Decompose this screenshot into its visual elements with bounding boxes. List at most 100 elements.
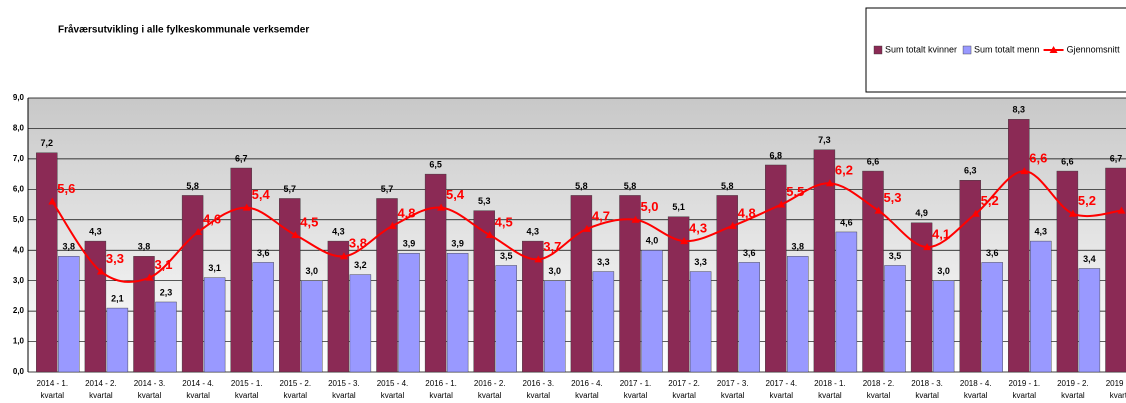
x-tick-line: kvartal — [89, 391, 113, 400]
y-tick-label: 0,0 — [13, 367, 25, 376]
x-tick-label: 2018 - 3. kvartal — [911, 379, 943, 400]
x-tick-label: 2014 - 3. kvartal — [134, 379, 166, 400]
bar-value-label: 5,7 — [284, 184, 297, 194]
y-tick-label: 4,0 — [13, 245, 25, 254]
legend-swatch — [873, 45, 883, 55]
line-marker — [825, 179, 834, 187]
x-tick-line: kvartal — [332, 391, 356, 400]
bar — [932, 280, 955, 373]
bar — [522, 240, 544, 373]
line-marker — [48, 197, 57, 205]
x-tick-line: 2018 - 2. — [863, 379, 895, 388]
bar-value-label: 3,5 — [889, 251, 902, 261]
x-tick-line: 2016 - 4. — [571, 379, 603, 388]
bar — [424, 173, 447, 373]
bar-value-label: 7,3 — [818, 135, 831, 145]
bar-value-label: 3,5 — [500, 251, 513, 261]
y-tick-label: 6,0 — [13, 184, 25, 193]
bar-value-label: 5,3 — [478, 196, 491, 206]
bar — [667, 216, 690, 373]
bar — [1030, 240, 1052, 373]
bar-value-label: 7,2 — [41, 138, 54, 148]
x-tick-line: 2019 - 2. — [1057, 379, 1089, 388]
x-tick-line: kvartal — [818, 391, 842, 400]
x-tick-line: kvartal — [1061, 391, 1085, 400]
x-tick-label: 2014 - 2. kvartal — [85, 379, 117, 400]
line-marker — [534, 255, 543, 263]
x-tick-line: 2014 - 1. — [37, 379, 69, 388]
legend-box — [865, 7, 1126, 93]
line-value-label: 4,3 — [689, 221, 707, 236]
bar — [301, 280, 323, 373]
x-tick-line: 2014 - 4. — [182, 379, 214, 388]
bar-value-label: 5,7 — [381, 184, 394, 194]
x-tick-line: 2015 - 1. — [231, 379, 263, 388]
x-tick-line: kvartal — [527, 391, 551, 400]
x-tick-line: kvartal — [429, 391, 453, 400]
bar — [981, 262, 1003, 373]
line-marker — [874, 206, 883, 214]
bar-value-label: 3,8 — [63, 242, 76, 252]
line-value-label: 3,1 — [154, 257, 172, 272]
line-marker — [194, 227, 203, 235]
line-value-label: 5,2 — [981, 193, 999, 208]
bar — [884, 265, 906, 373]
line-marker — [971, 209, 980, 217]
x-tick-line: 2017 - 1. — [620, 379, 652, 388]
bar-value-label: 6,7 — [1110, 153, 1123, 163]
bar-value-label: 5,8 — [624, 181, 637, 191]
bar — [641, 250, 663, 373]
legend-swatch — [962, 45, 972, 55]
bar-value-label: 3,9 — [451, 239, 464, 249]
bar-value-label: 6,8 — [770, 150, 783, 160]
bar — [787, 256, 809, 373]
bar-value-label: 6,5 — [429, 159, 442, 169]
bar-value-label: 3,6 — [743, 248, 756, 258]
bar-value-label: 5,1 — [672, 202, 685, 212]
line-value-label: 5,3 — [883, 190, 901, 205]
line-value-label: 5,0 — [640, 199, 658, 214]
bar-value-label: 3,0 — [549, 266, 562, 276]
x-tick-label: 2015 - 1. kvartal — [231, 379, 263, 400]
x-tick-line: 2017 - 2. — [668, 379, 700, 388]
bar-value-label: 5,8 — [721, 181, 734, 191]
bar — [279, 198, 301, 373]
bar-value-label: 2,3 — [160, 287, 173, 297]
chart-title: Fråværsutvikling i alle fylkeskommunale … — [58, 24, 309, 36]
bar-value-label: 3,8 — [138, 242, 151, 252]
bar — [181, 195, 204, 373]
line-value-label: 5,5 — [786, 184, 804, 199]
x-tick-line: 2018 - 3. — [911, 379, 943, 388]
x-tick-line: kvartal — [1110, 391, 1126, 400]
y-tick-label: 5,0 — [13, 215, 25, 224]
bar — [716, 195, 738, 373]
y-tick-label: 7,0 — [13, 154, 25, 163]
bar-value-label: 6,6 — [867, 156, 880, 166]
bar-value-label: 3,6 — [986, 248, 999, 258]
x-tick-line: kvartal — [186, 391, 210, 400]
bar-value-label: 4,6 — [840, 217, 853, 227]
line-value-label: 4,1 — [932, 227, 950, 242]
y-tick-label: 8,0 — [13, 124, 25, 133]
x-tick-label: 2017 - 4. kvartal — [766, 379, 798, 400]
legend-label: Sum totalt menn — [974, 44, 1040, 54]
bar-value-label: 5,8 — [186, 181, 199, 191]
x-tick-line: kvartal — [721, 391, 745, 400]
bar — [544, 280, 566, 373]
x-tick-label: 2015 - 4. kvartal — [377, 379, 409, 400]
x-tick-label: 2017 - 1. kvartal — [620, 379, 652, 400]
line-marker — [631, 215, 640, 223]
x-tick-line: 2017 - 3. — [717, 379, 749, 388]
line-marker — [923, 243, 932, 251]
bar-value-label: 6,3 — [964, 166, 977, 176]
bar — [133, 256, 155, 373]
bar — [84, 240, 107, 373]
x-tick-label: 2019 - 2. kvartal — [1057, 379, 1089, 400]
bar-value-label: 8,3 — [1013, 105, 1026, 115]
line-marker — [291, 231, 300, 238]
line-value-label: 3,3 — [106, 251, 124, 266]
x-tick-label: 2016 - 1. kvartal — [425, 379, 457, 400]
bar-value-label: 4,3 — [89, 226, 102, 236]
bar — [835, 231, 858, 373]
